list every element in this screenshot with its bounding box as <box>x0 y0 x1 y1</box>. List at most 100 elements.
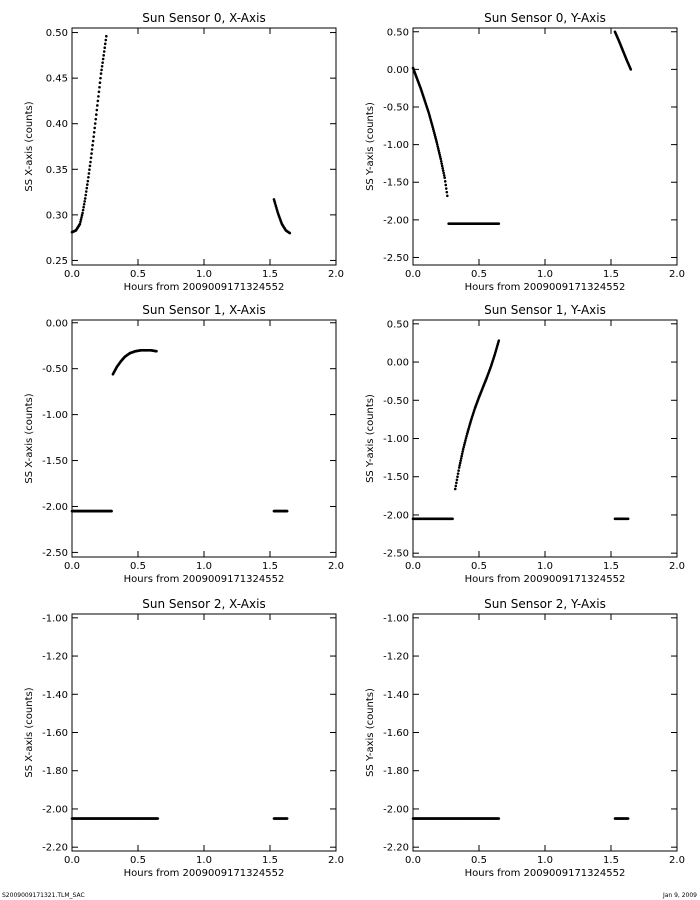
x-tick-label: 2.0 <box>328 561 344 572</box>
y-tick-label: -2.50 <box>42 548 68 559</box>
plot-frame <box>71 319 337 558</box>
y-tick-label: -1.00 <box>383 434 409 445</box>
data-point <box>458 461 462 465</box>
x-tick-label: 1.0 <box>537 561 553 572</box>
y-tick-label: 0.50 <box>387 27 409 38</box>
y-tick-label: -1.20 <box>383 652 409 663</box>
data-point <box>83 197 87 200</box>
data-point <box>457 466 461 469</box>
chart-title: Sun Sensor 0, X-Axis <box>142 11 265 25</box>
data-series-1 <box>111 349 158 376</box>
y-tick-label: 0.35 <box>46 165 68 176</box>
data-point <box>87 176 90 179</box>
x-tick-label: 0.0 <box>405 855 421 866</box>
data-point <box>455 478 459 482</box>
y-tick-label: -1.00 <box>42 410 68 421</box>
x-tick-label: 0.0 <box>405 269 421 280</box>
data-point <box>461 450 464 453</box>
data-point <box>436 147 440 150</box>
data-series-1 <box>447 222 501 225</box>
data-point <box>462 445 466 449</box>
data-point <box>98 81 102 84</box>
y-tick-label: -1.50 <box>383 178 409 189</box>
y-tick-label: -2.00 <box>383 804 409 815</box>
x-tick-label: 2.0 <box>328 855 344 866</box>
y-axis-label: SS Y-axis (counts) <box>365 394 376 483</box>
data-series-0 <box>411 66 449 198</box>
data-point <box>451 517 454 521</box>
data-series-1 <box>272 817 289 820</box>
y-tick-label: -1.60 <box>42 728 68 739</box>
x-tick-label: 1.0 <box>196 269 212 280</box>
data-point <box>460 452 464 456</box>
data-point <box>465 434 468 438</box>
data-point <box>88 168 91 171</box>
data-point <box>458 463 461 467</box>
data-point <box>436 145 440 148</box>
data-point <box>89 160 92 164</box>
data-point <box>441 169 445 172</box>
data-series-0 <box>411 517 454 521</box>
data-point <box>626 817 630 820</box>
data-series-2 <box>613 30 633 71</box>
data-point <box>84 190 88 193</box>
data-point <box>629 68 633 71</box>
data-point <box>435 143 439 146</box>
plot-frame <box>71 27 337 266</box>
data-point <box>285 509 289 513</box>
data-point <box>455 481 458 485</box>
chart-title: Sun Sensor 2, X-Axis <box>142 597 265 611</box>
data-point <box>462 443 466 447</box>
data-series-1 <box>272 198 292 235</box>
x-tick-label: 1.5 <box>262 269 278 280</box>
x-tick-label: 0.5 <box>471 561 487 572</box>
y-tick-label: -2.50 <box>383 549 409 560</box>
data-point <box>459 457 463 460</box>
data-point <box>110 509 113 513</box>
x-tick-label: 2.0 <box>669 855 685 866</box>
x-tick-label: 0.0 <box>405 561 421 572</box>
y-axis-label: SS X-axis (counts) <box>24 687 35 777</box>
x-axis-label: Hours from 2009009171324552 <box>124 282 285 293</box>
data-point <box>94 113 98 116</box>
plot-frame <box>412 27 678 266</box>
chart-panel-2: Sun Sensor 1, X-Axis 0.0 0.5 1.0 1.5 2.0 -2.50… <box>24 303 344 585</box>
data-point <box>461 447 465 451</box>
data-point <box>435 141 439 144</box>
data-point <box>440 164 444 168</box>
y-tick-label: -1.80 <box>42 766 68 777</box>
x-tick-label: 1.0 <box>537 855 553 866</box>
data-point <box>84 193 88 197</box>
x-tick-label: 0.5 <box>130 855 146 866</box>
data-point <box>100 68 103 72</box>
data-point <box>444 187 448 190</box>
x-tick-label: 1.0 <box>196 561 212 572</box>
chart-panel-3: Sun Sensor 1, Y-Axis 0.0 0.5 1.0 1.5 2.0 -2.50… <box>365 303 685 585</box>
data-point <box>90 148 94 151</box>
data-point <box>93 122 97 125</box>
data-point <box>437 149 441 152</box>
data-point <box>463 441 467 444</box>
data-point <box>438 155 442 159</box>
y-tick-label: 0.45 <box>46 74 68 85</box>
data-point <box>87 172 91 175</box>
y-tick-label: -1.80 <box>383 766 409 777</box>
data-point <box>453 487 457 491</box>
data-point <box>437 151 441 155</box>
y-tick-label: -0.50 <box>42 364 68 375</box>
footer-filename: S2009009171321.TLM_SAC <box>2 892 85 899</box>
data-point <box>89 156 93 160</box>
y-tick-label: 0.50 <box>46 28 68 39</box>
data-series-1 <box>613 817 630 820</box>
data-point <box>92 130 96 134</box>
data-point <box>101 61 104 64</box>
data-point <box>88 164 92 168</box>
data-point <box>454 484 458 488</box>
data-series-1 <box>453 339 501 491</box>
x-axis-label: Hours from 2009009171324552 <box>465 282 626 293</box>
data-point <box>288 231 292 235</box>
data-point <box>105 34 108 38</box>
y-axis-label: SS X-axis (counts) <box>24 393 35 483</box>
chart-panel-1: Sun Sensor 0, Y-Axis 0.0 0.5 1.0 1.5 2.0 -2.50… <box>365 11 685 293</box>
y-tick-label: -1.40 <box>383 690 409 701</box>
